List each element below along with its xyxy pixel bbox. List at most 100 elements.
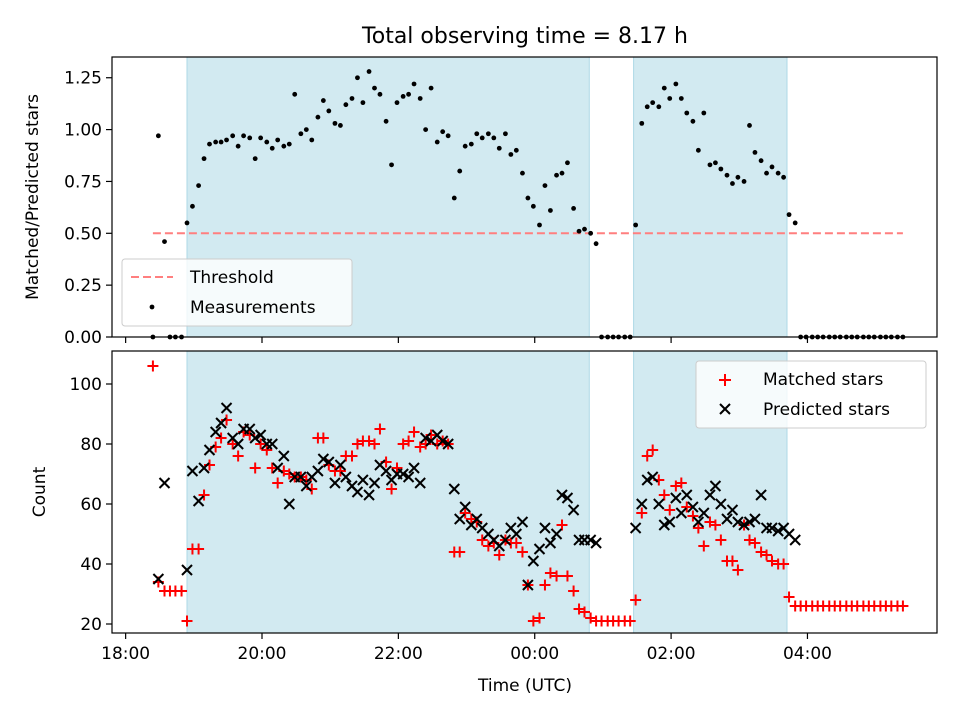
measurement-point xyxy=(707,162,713,168)
measurement-point xyxy=(281,143,287,149)
bottom-y-tick-label: 100 xyxy=(70,375,102,395)
predicted-star-marker xyxy=(152,573,165,585)
measurement-point xyxy=(724,172,730,178)
measurement-point xyxy=(162,239,167,244)
measurement-point xyxy=(400,94,406,99)
measurement-point xyxy=(633,222,639,228)
matched-star-marker xyxy=(266,462,278,474)
measurement-point xyxy=(559,170,565,176)
measurement-point xyxy=(650,100,656,106)
measurement-points xyxy=(150,69,906,340)
matched-star-marker xyxy=(647,444,659,456)
predicted-star-marker xyxy=(334,459,347,471)
predicted-star-marker xyxy=(436,435,449,447)
predicted-star-marker xyxy=(408,462,420,474)
measurement-point xyxy=(701,110,707,116)
matched-star-marker xyxy=(778,558,790,570)
measurement-point xyxy=(434,139,440,145)
predicted-star-marker xyxy=(755,489,767,501)
matched-star-marker xyxy=(476,534,488,546)
measurement-point xyxy=(667,96,673,101)
measurement-point xyxy=(264,139,270,145)
predicted-star-marker xyxy=(220,402,233,414)
predicted-legend-swatch xyxy=(719,403,731,415)
measurement-point xyxy=(474,131,480,137)
measurement-point xyxy=(496,145,502,151)
bottom-axes-frame xyxy=(111,350,938,634)
measurement-point xyxy=(326,108,332,114)
chart-title: Total observing time = 8.17 h xyxy=(361,24,688,49)
measurement-point xyxy=(639,120,645,126)
predicted-star-marker xyxy=(698,507,710,519)
measurement-point xyxy=(503,131,508,137)
measurement-point xyxy=(525,195,531,201)
matched-star-marker xyxy=(403,435,415,447)
predicted-star-marker xyxy=(692,516,705,528)
predicted-star-marker xyxy=(681,489,693,501)
measurement-point xyxy=(406,91,411,97)
predicted-star-marker xyxy=(300,480,313,492)
predicted-star-marker xyxy=(522,579,534,591)
measurement-point xyxy=(530,203,536,209)
measurement-point xyxy=(218,139,224,145)
matched-star-marker xyxy=(255,438,267,450)
predicted-star-marker xyxy=(266,438,278,450)
measurement-point xyxy=(513,147,519,153)
predicted-star-marker xyxy=(636,498,648,510)
measurement-point xyxy=(520,170,525,176)
matched-star-marker xyxy=(681,501,693,513)
measurement-point xyxy=(213,139,219,145)
top-y-tick-label: 1.25 xyxy=(64,69,102,89)
measurement-point xyxy=(457,168,463,174)
measurement-point xyxy=(735,174,741,180)
measurement-point xyxy=(786,212,792,218)
predicted-star-marker xyxy=(766,522,778,534)
predicted-star-marker xyxy=(397,468,409,480)
matched-star-marker xyxy=(198,489,210,501)
measurements-legend-swatch xyxy=(149,304,155,310)
measurement-point xyxy=(752,150,758,155)
bottom-y-ticks: 20 40 60 80 100 xyxy=(70,375,112,635)
measurement-point xyxy=(269,145,275,151)
measurement-point xyxy=(542,183,548,188)
predicted-star-marker xyxy=(181,564,193,576)
matched-star-marker xyxy=(527,615,539,627)
measurement-point xyxy=(792,220,798,226)
predicted-star-marker xyxy=(471,513,483,525)
top-observing-window-2 xyxy=(633,56,788,338)
predicted-star-marker xyxy=(743,516,756,528)
predicted-star-marker xyxy=(249,432,261,444)
predicted-star-marker xyxy=(721,513,733,525)
predicted-star-marker xyxy=(556,489,568,501)
measurement-point xyxy=(235,143,241,149)
predicted-star-marker xyxy=(709,480,722,492)
matched-star-marker xyxy=(391,462,403,474)
measurement-point xyxy=(576,228,582,234)
measurement-point xyxy=(184,220,190,226)
matched-star-marker xyxy=(386,483,398,495)
predicted-star-marker xyxy=(499,534,512,546)
measurement-point xyxy=(207,141,212,147)
matched-star-marker xyxy=(272,477,284,489)
predicted-star-marker xyxy=(402,471,415,483)
matched-star-marker xyxy=(675,477,687,489)
top-y-ticks: 0.00 0.25 0.50 0.75 1.00 1.25 xyxy=(64,69,112,348)
predicted-star-marker xyxy=(244,423,256,435)
measurement-point xyxy=(451,195,457,201)
count-panel: 20 40 60 80 100 18:00 20:00 22:00 00:00 02:00 04:… xyxy=(30,350,938,696)
measurement-point xyxy=(303,127,309,132)
predicted-star-marker xyxy=(448,483,460,495)
predicted-star-marker xyxy=(158,477,171,489)
predicted-star-marker xyxy=(368,477,381,489)
measurement-point xyxy=(343,102,349,108)
measurement-point xyxy=(582,226,587,232)
measurement-point xyxy=(468,141,474,147)
predicted-star-marker xyxy=(567,504,580,516)
bottom-y-tick-label: 80 xyxy=(80,435,102,455)
predicted-star-marker xyxy=(203,444,216,456)
matched-star-marker xyxy=(408,426,420,438)
matched-star-marker xyxy=(454,546,466,558)
matched-star-marker xyxy=(761,549,773,561)
matched-star-marker xyxy=(369,438,380,450)
